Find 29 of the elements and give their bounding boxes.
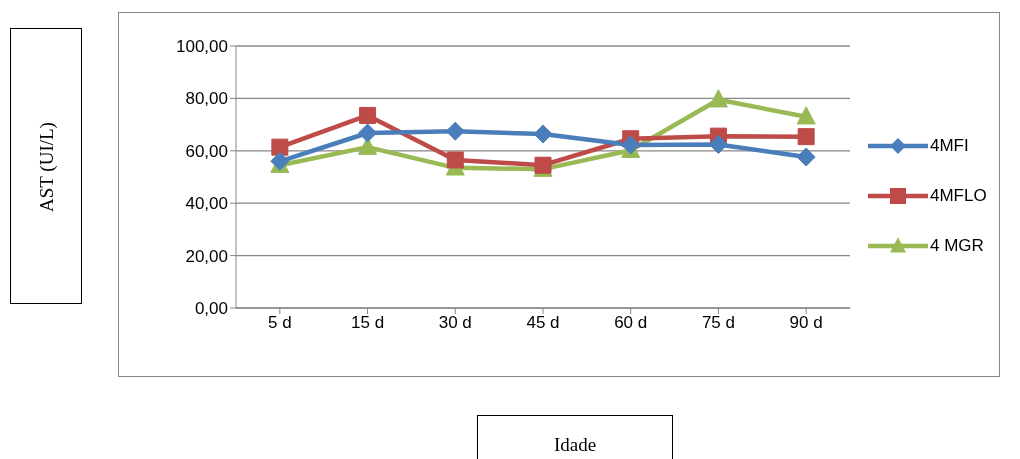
point (446, 151, 464, 169)
point (796, 106, 816, 125)
point (708, 89, 728, 108)
point (797, 128, 815, 146)
x-tick-label: 15 d (351, 313, 385, 333)
x-tick-label: 90 d (789, 313, 823, 333)
legend-label: 4MFLO (930, 185, 987, 206)
y-tick-label: 100,00 (176, 37, 228, 57)
legend-label: 4 MGR (930, 235, 984, 256)
x-tick-label: 45 d (526, 313, 560, 333)
legend-label: 4MFI (930, 135, 969, 156)
point (445, 121, 465, 141)
point (358, 123, 378, 143)
y-tick-label: 0,00 (194, 299, 228, 319)
y-tick-label: 60,00 (185, 141, 228, 161)
y-tick-label: 80,00 (185, 89, 228, 109)
y-tick-label: 40,00 (185, 194, 228, 214)
x-tick-label: 5 d (268, 313, 292, 333)
y-tick-label: 20,00 (185, 246, 228, 266)
point (708, 135, 728, 155)
text: Idade (477, 415, 673, 459)
text: AST (UI/L) (36, 122, 58, 212)
x-tick-label: 30 d (438, 313, 472, 333)
x-tick-label: 60 d (614, 313, 648, 333)
point (796, 147, 816, 167)
x-tick-label: 75 d (701, 313, 735, 333)
point (359, 106, 377, 124)
point (271, 138, 289, 156)
point (533, 124, 553, 144)
